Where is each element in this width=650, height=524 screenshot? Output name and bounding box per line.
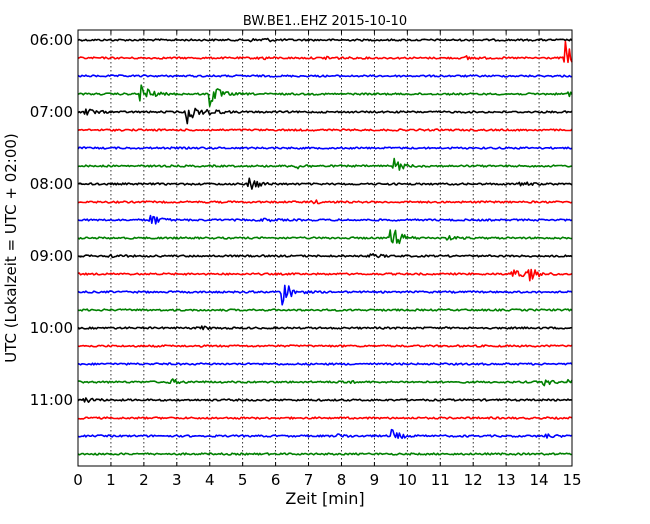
seismic-trace — [77, 362, 573, 366]
x-tick-label: 4 — [205, 471, 215, 489]
y-tick-label: 10:00 — [30, 319, 73, 337]
x-tick-label: 0 — [73, 471, 83, 489]
x-tick-label: 9 — [370, 471, 380, 489]
x-tick-label: 11 — [431, 471, 450, 489]
x-tick-label: 1 — [106, 471, 116, 489]
x-tick-label: 15 — [562, 471, 581, 489]
x-tick-label: 13 — [497, 471, 516, 489]
seismic-trace — [77, 325, 573, 331]
x-tick-label: 10 — [398, 471, 417, 489]
seismic-trace — [77, 397, 573, 403]
x-tick-label: 5 — [238, 471, 248, 489]
y-tick-label: 09:00 — [30, 247, 73, 265]
seismic-trace — [77, 284, 573, 306]
seismic-trace — [78, 416, 573, 420]
seismic-trace — [77, 37, 573, 43]
seismic-trace — [77, 268, 573, 282]
x-axis-ticks: 0 1 2 3 4 5 6 7 8 9 10 11 12 13 14 15 — [73, 30, 582, 489]
chart-title: BW.BE1..EHZ 2015-10-10 — [243, 14, 407, 29]
plot-frame — [77, 29, 573, 467]
seismic-trace — [77, 214, 573, 225]
seismic-trace — [77, 452, 573, 456]
x-tick-label: 6 — [271, 471, 281, 489]
seismic-trace — [77, 84, 573, 107]
x-axis-label: Zeit [min] — [285, 489, 364, 508]
y-axis-ticks: 06:00 07:00 08:00 09:00 10:00 11:00 — [30, 31, 572, 409]
y-tick-label: 06:00 — [30, 31, 73, 49]
y-tick-label: 11:00 — [30, 391, 73, 409]
y-tick-label: 07:00 — [30, 103, 73, 121]
seismic-trace — [77, 177, 573, 190]
trace-group — [77, 37, 573, 456]
seismic-trace — [77, 40, 573, 64]
x-tick-label: 8 — [337, 471, 347, 489]
y-tick-label: 08:00 — [30, 175, 73, 193]
seismic-trace — [77, 253, 573, 259]
seismic-trace — [77, 344, 573, 348]
seismic-trace — [77, 199, 573, 205]
seismic-trace — [77, 308, 573, 312]
x-tick-label: 2 — [139, 471, 149, 489]
seismic-trace — [78, 378, 573, 387]
seismic-trace — [77, 74, 573, 78]
seismic-trace — [77, 107, 573, 125]
x-tick-label: 7 — [304, 471, 314, 489]
seismic-trace — [77, 128, 573, 132]
x-tick-label: 3 — [172, 471, 182, 489]
y-axis-label: UTC (Lokalzeit = UTC + 02:00) — [2, 133, 20, 363]
seismic-trace — [77, 157, 573, 171]
x-tick-label: 12 — [464, 471, 483, 489]
seismic-trace — [77, 229, 573, 245]
seismic-trace — [77, 428, 573, 440]
x-tick-label: 14 — [530, 471, 549, 489]
seismic-trace — [77, 146, 573, 150]
